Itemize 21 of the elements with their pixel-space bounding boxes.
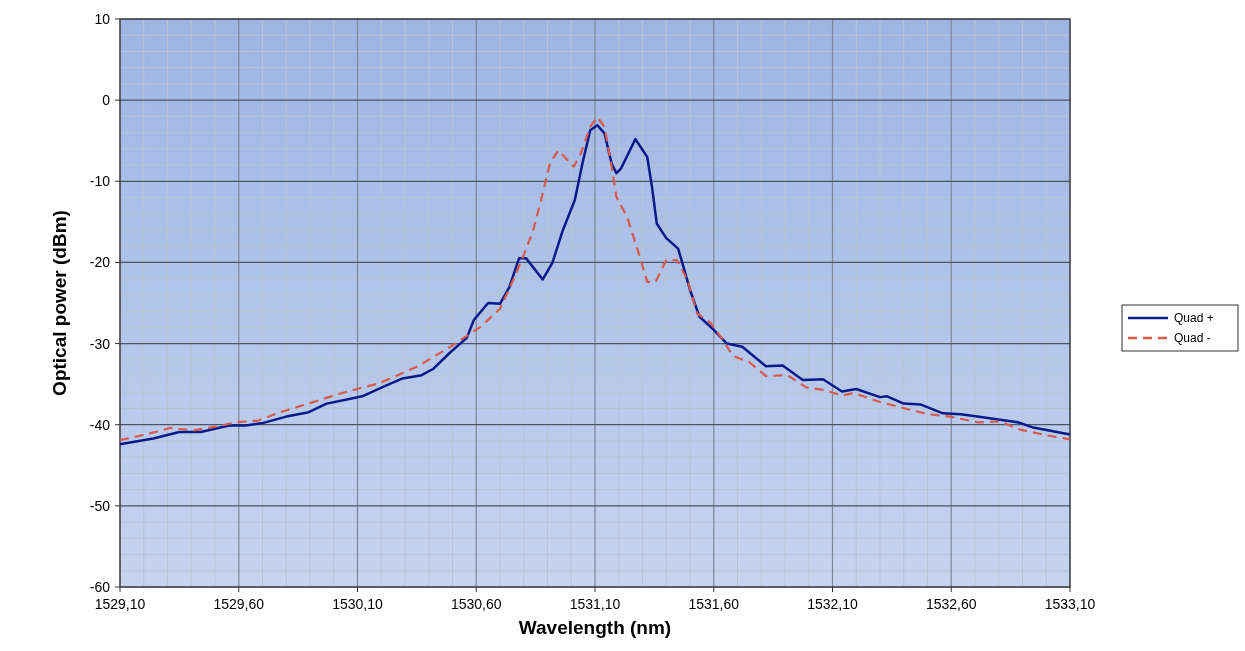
legend-label: Quad - [1174,331,1211,345]
x-tick-label: 1532,10 [807,596,859,612]
y-tick-label: -60 [89,579,111,595]
y-tick-label: 10 [94,11,111,27]
y-axis-title: Optical power (dBm) [49,210,70,396]
y-tick-label: -20 [89,254,111,271]
x-tick-label: 1531,60 [688,596,740,612]
y-tick-label: 0 [102,92,111,109]
y-tick-label: -50 [89,497,111,514]
x-tick-label: 1530,60 [450,596,502,612]
x-tick-label: 1529,10 [94,596,146,612]
legend-label: Quad + [1174,311,1214,325]
x-tick-label: 1532,60 [925,596,977,612]
x-tick-label: 1533,10 [1044,596,1096,612]
x-tick-label: 1530,10 [332,596,384,612]
x-tick-label: 1531,10 [569,596,621,612]
y-tick-label: -10 [89,173,111,190]
y-tick-label: -40 [89,416,111,433]
x-axis-title: Wavelength (nm) [518,617,672,638]
y-tick-label: -30 [89,335,111,352]
x-tick-label: 1529,60 [213,596,265,612]
